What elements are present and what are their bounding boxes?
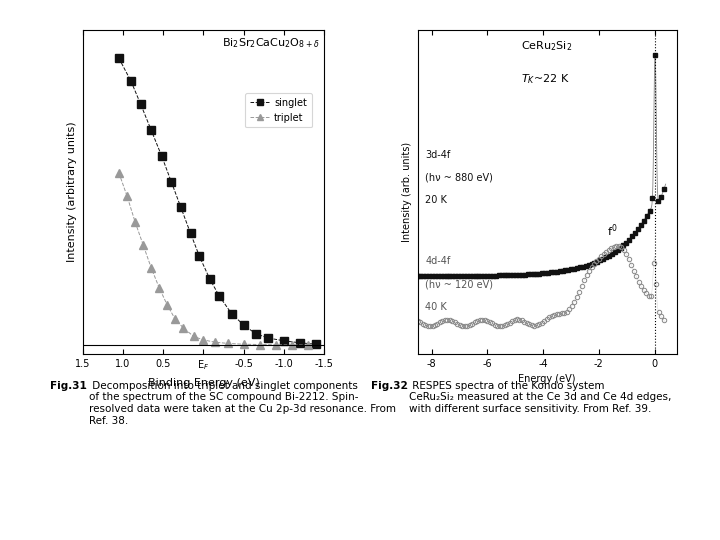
Text: RESPES spectra of the Kondo system
CeRu₂Si₂ measured at the Ce 3d and Ce 4d edge: RESPES spectra of the Kondo system CeRu₂… xyxy=(409,381,671,414)
Text: (hν ~ 120 eV): (hν ~ 120 eV) xyxy=(426,279,493,289)
Text: CeRu$_2$Si$_2$: CeRu$_2$Si$_2$ xyxy=(521,39,572,53)
X-axis label: Energy (eV): Energy (eV) xyxy=(518,374,576,384)
Text: f$^0$: f$^0$ xyxy=(607,222,617,239)
Text: Decomposition into triplet and singlet components
of the spectrum of the SC comp: Decomposition into triplet and singlet c… xyxy=(89,381,395,426)
Legend: singlet, triplet: singlet, triplet xyxy=(245,93,312,127)
Text: .: . xyxy=(405,381,408,391)
Text: $T_K$~22 K: $T_K$~22 K xyxy=(521,72,570,86)
X-axis label: Binding Energy (eV): Binding Energy (eV) xyxy=(148,378,259,388)
Text: .: . xyxy=(84,381,88,391)
Y-axis label: Intensity (arb. units): Intensity (arb. units) xyxy=(402,141,412,242)
Text: Fig.32: Fig.32 xyxy=(371,381,408,391)
Text: 20 K: 20 K xyxy=(426,195,447,205)
Text: 40 K: 40 K xyxy=(426,302,447,312)
Text: 4d-4f: 4d-4f xyxy=(426,256,451,267)
Text: Bi$_2$Sr$_2$CaCu$_2$O$_{8+\delta}$: Bi$_2$Sr$_2$CaCu$_2$O$_{8+\delta}$ xyxy=(222,36,319,50)
Text: 3d-4f: 3d-4f xyxy=(426,150,451,160)
Text: Fig.31: Fig.31 xyxy=(50,381,87,391)
Text: (hν ~ 880 eV): (hν ~ 880 eV) xyxy=(426,172,493,183)
Y-axis label: Intensity (arbitrary units): Intensity (arbitrary units) xyxy=(67,122,77,262)
